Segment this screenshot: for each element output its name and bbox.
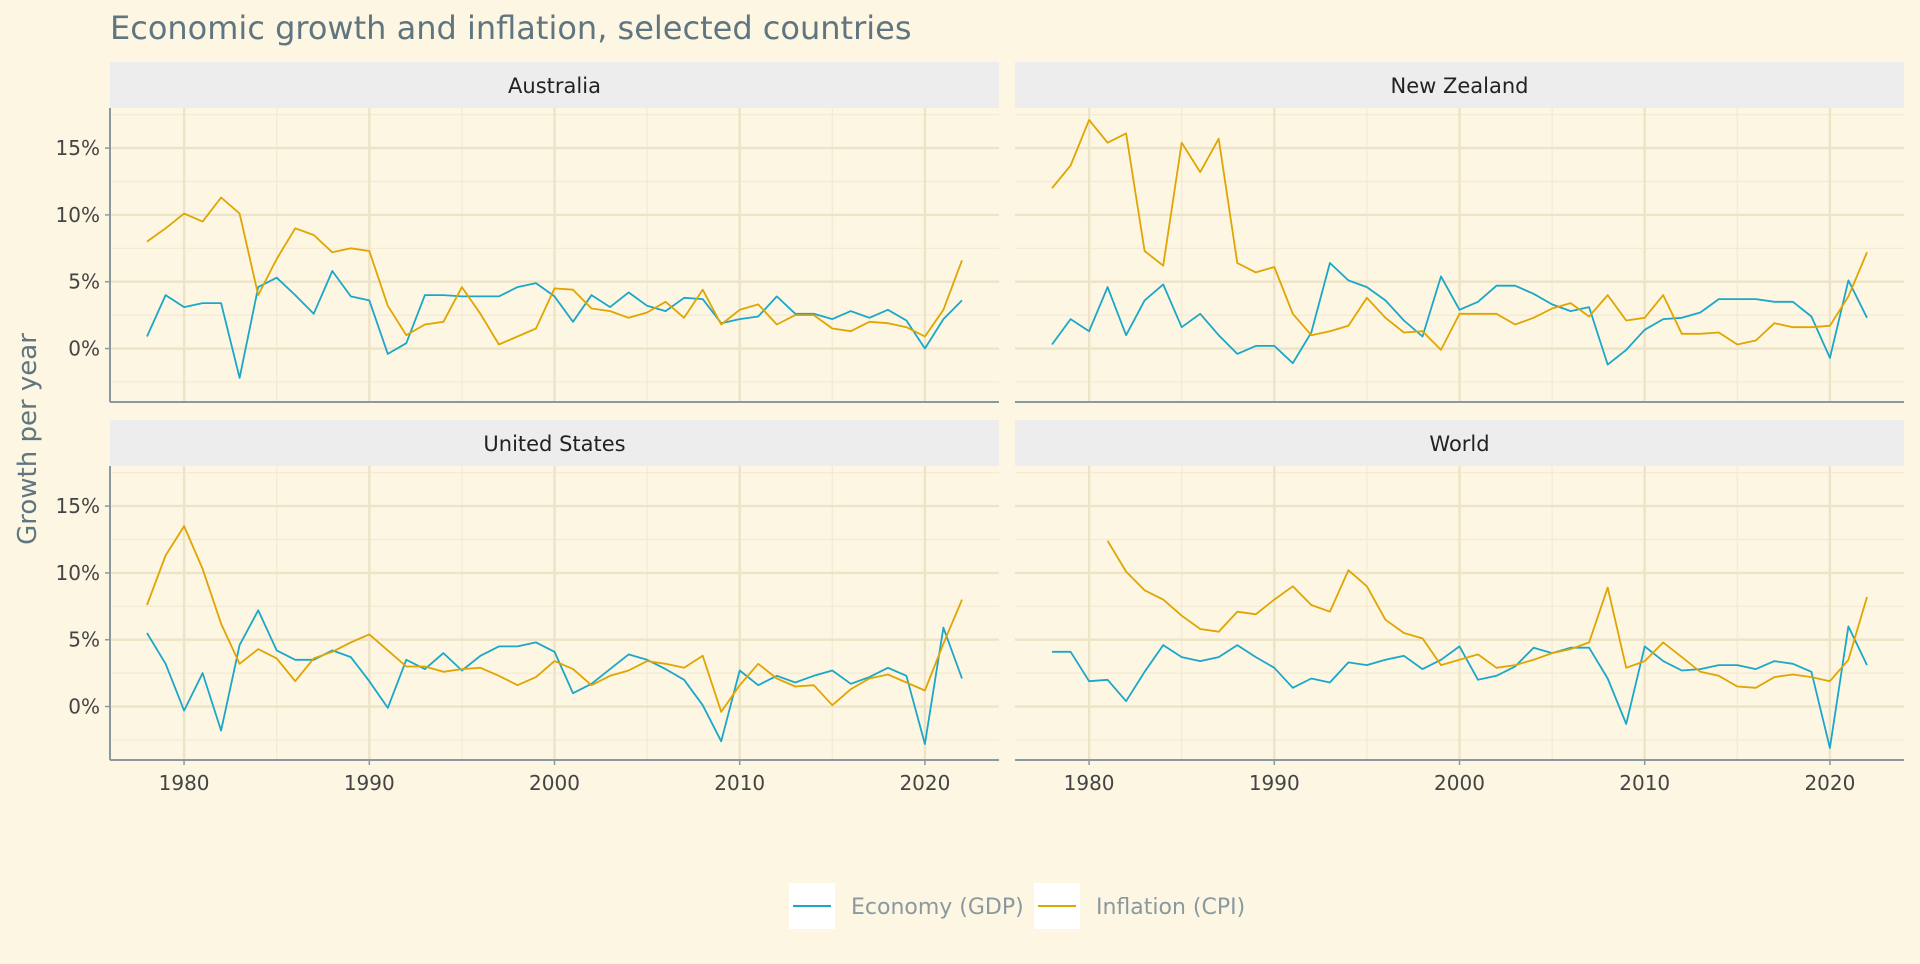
y-tick-label: 15% [56,136,100,160]
x-tick-label: 2000 [1434,771,1485,795]
facet-label-australia: Australia [508,74,601,98]
legend-cpi-label: Inflation (CPI) [1096,895,1245,920]
y-axis-label: Growth per year [13,333,43,545]
y-tick-label: 0% [68,337,100,361]
y-tick-label: 10% [56,203,100,227]
x-tick-label: 1990 [1249,771,1300,795]
y-tick-label: 5% [68,270,100,294]
x-tick-label: 2020 [1804,771,1855,795]
y-tick-label: 5% [68,628,100,652]
facet-strip-australia [110,62,999,108]
y-tick-label: 0% [68,695,100,719]
facet-label-world: World [1429,432,1489,456]
x-tick-label: 1980 [159,771,210,795]
series-line-gdp-world [1052,625,1868,749]
x-tick-label: 2010 [1619,771,1670,795]
series-line-cpi-australia [146,196,963,346]
facet-label-united-states: United States [483,432,625,456]
chart-title: Economic growth and inflation, selected … [110,9,911,47]
y-tick-label: 10% [56,561,100,585]
series-line-gdp-united-states [146,609,963,745]
x-tick-label: 2010 [714,771,765,795]
series-line-cpi-united-states [146,525,963,713]
series-line-gdp-new-zealand [1051,262,1868,366]
legend-gdp-label: Economy (GDP) [851,895,1024,920]
series-line-cpi-new-zealand [1051,119,1868,351]
x-tick-label: 2020 [899,771,950,795]
x-tick-label: 2000 [529,771,580,795]
x-tick-label: 1980 [1064,771,1115,795]
facet-strip-united-states [110,420,999,466]
y-tick-label: 15% [56,494,100,518]
facet-strip-world [1015,420,1904,466]
x-tick-label: 1990 [344,771,395,795]
facet-strip-new-zealand [1015,62,1904,108]
series-line-cpi-world [1106,540,1868,689]
series-line-gdp-australia [146,270,963,379]
facet-label-new-zealand: New Zealand [1391,74,1529,98]
